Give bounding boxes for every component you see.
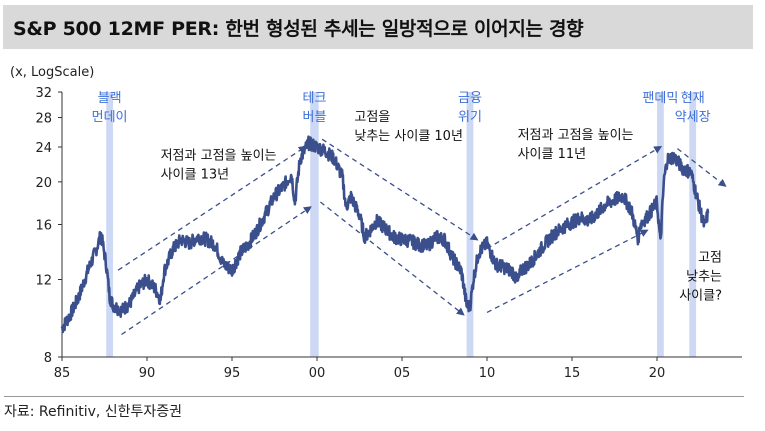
annotation-2-1: 사이클 11년 <box>518 147 587 162</box>
shaded-period-2 <box>466 92 474 357</box>
y-tick-label-6: 32 <box>35 86 52 101</box>
shade-label-1-1: 버블 <box>302 110 326 125</box>
annotation-1-1: 낮추는 사이클 10년 <box>354 129 463 144</box>
title-bar: S&P 500 12MF PER: 한번 형성된 추세는 일방적으로 이어지는 … <box>3 5 753 49</box>
shade-label-2-1: 위기 <box>458 110 482 125</box>
annotation-1-0: 고점을 <box>354 110 390 125</box>
x-tick-label-7: 20 <box>649 366 666 381</box>
series-layer <box>60 135 710 334</box>
trend-arrow-5 <box>486 229 649 314</box>
shade-label-0-1: 먼데이 <box>92 110 128 125</box>
trend-arrow-6 <box>677 148 727 187</box>
annotation-0-0: 저점과 고점을 높이는 <box>161 148 277 163</box>
trend-arrow-3 <box>319 201 465 316</box>
per-series-line <box>60 135 710 334</box>
annotation-3-1: 낮추는 <box>686 269 722 284</box>
y-axis-label: (x, LogScale) <box>10 65 94 80</box>
y-tick-label-3: 20 <box>35 176 52 191</box>
axes: 8 12 16 20 24 28 32 85 90 95 00 05 10 15 20 <box>35 86 742 381</box>
shade-label-0-0: 블랙 <box>98 91 122 106</box>
x-tick-label-1: 90 <box>139 366 156 381</box>
source-note: 자료: Refinitiv, 신한투자증권 <box>4 396 744 421</box>
trend-arrow-1 <box>121 206 312 336</box>
annotation-3-0: 고점 <box>698 250 722 265</box>
shade-label-1-0: 테크 <box>302 91 326 106</box>
trend-arrow-4 <box>486 145 663 250</box>
shade-label-3-0: 팬데믹 <box>642 91 678 106</box>
x-tick-label-4: 05 <box>394 366 411 381</box>
per-line-chart: (x, LogScale) 8 12 16 20 24 28 32 85 90 95 00 05 10 1… <box>10 65 742 381</box>
trend-arrows <box>117 138 727 336</box>
shade-label-2-0: 금융 <box>458 91 482 106</box>
x-tick-label-6: 15 <box>564 366 581 381</box>
annotation-3-2: 사이클? <box>679 288 722 303</box>
shaded-period-4 <box>689 92 697 357</box>
y-tick-label-5: 28 <box>35 112 52 127</box>
x-tick-label-0: 85 <box>54 366 71 381</box>
y-tick-label-2: 16 <box>35 219 52 234</box>
x-tick-label-2: 95 <box>224 366 241 381</box>
shaded-period-0 <box>106 92 113 357</box>
shade-label-4-1: 약세장 <box>675 110 711 125</box>
trend-arrow-2 <box>321 138 479 241</box>
chart-area: (x, LogScale) 8 12 16 20 24 28 32 85 90 95 00 05 10 1… <box>0 52 765 392</box>
y-tick-label-4: 24 <box>35 141 52 156</box>
annotation-2-0: 저점과 고점을 높이는 <box>518 128 634 143</box>
chart-title: S&P 500 12MF PER: 한번 형성된 추세는 일방적으로 이어지는 … <box>13 17 584 40</box>
annotation-0-1: 사이클 13년 <box>161 167 230 182</box>
y-tick-label-0: 8 <box>44 351 52 366</box>
x-tick-label-5: 10 <box>479 366 496 381</box>
y-tick-label-1: 12 <box>35 273 52 288</box>
shade-label-4-0: 현재 <box>681 91 705 106</box>
x-tick-label-3: 00 <box>309 366 326 381</box>
shaded-period-1 <box>310 92 319 357</box>
trend-arrow-0 <box>117 145 307 271</box>
